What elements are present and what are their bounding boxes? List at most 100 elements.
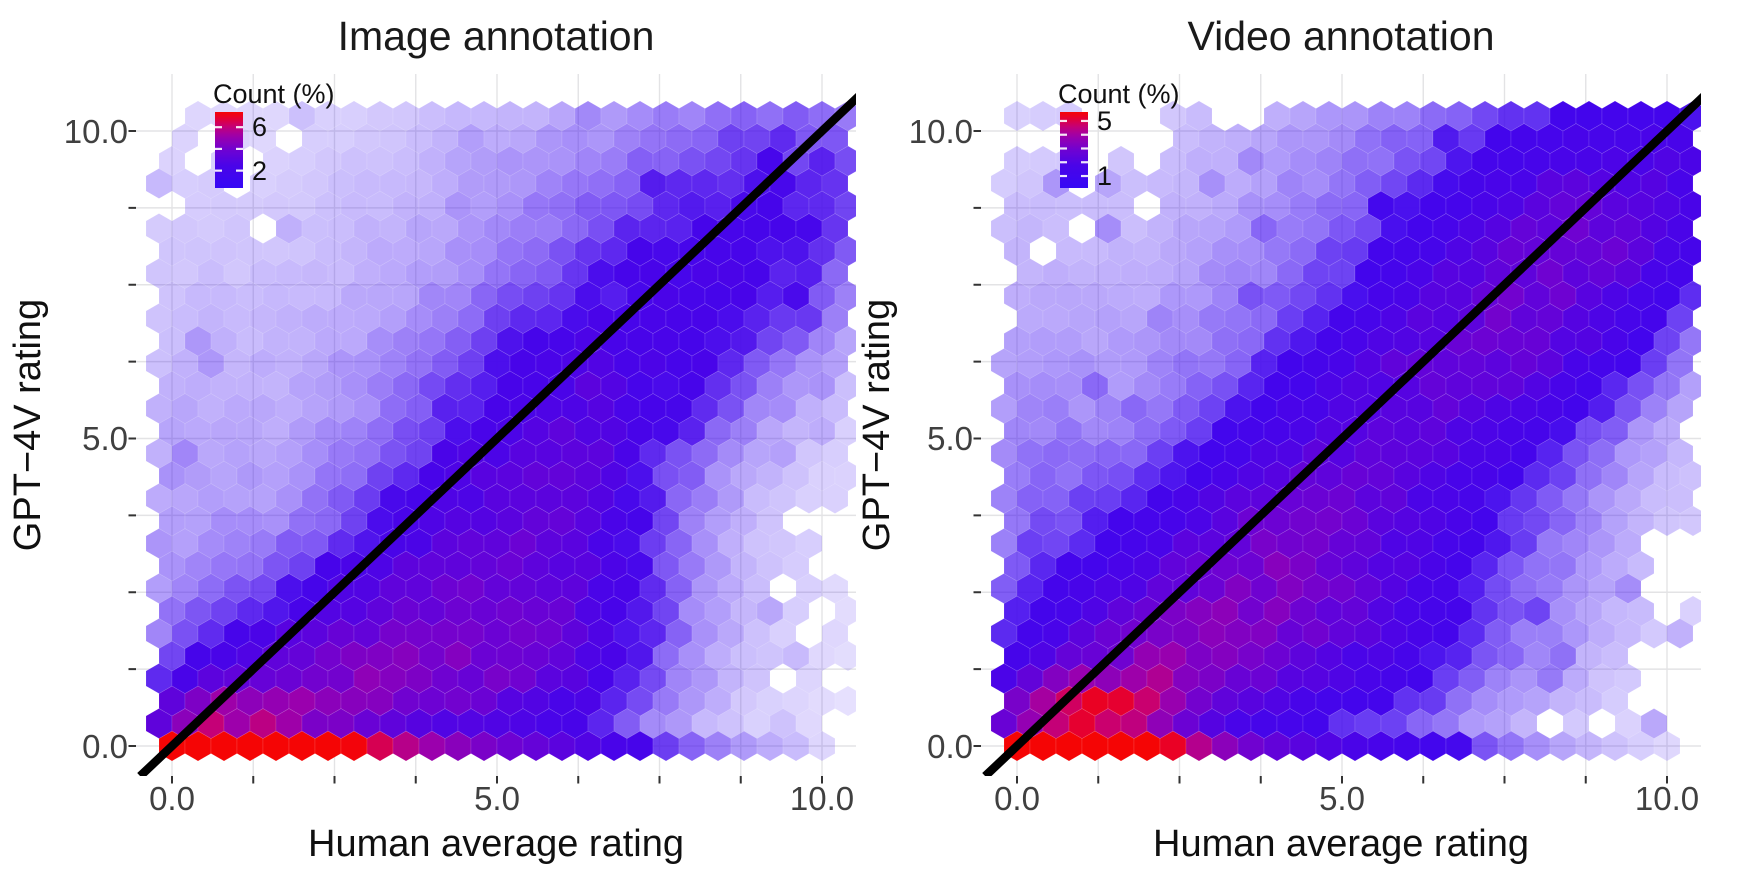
- hex-cell: [808, 460, 836, 492]
- hex-cell: [171, 528, 199, 559]
- hex-cell: [782, 685, 810, 717]
- hex-cell: [704, 730, 732, 762]
- hex-cell: [1679, 505, 1701, 537]
- legend-tick-label: 5: [1097, 106, 1112, 136]
- hex-cell: [1601, 730, 1629, 762]
- hex-cell: [392, 145, 420, 177]
- hex-cell: [249, 438, 277, 469]
- hex-cell: [327, 258, 355, 289]
- hex-cell: [1263, 100, 1291, 132]
- hex-cell: [366, 145, 394, 177]
- hex-cell: [1068, 258, 1096, 289]
- hex-cell: [717, 708, 745, 739]
- hex-cell: [314, 100, 342, 132]
- hex-cell: [1133, 325, 1161, 357]
- hex-cell: [171, 348, 199, 379]
- hex-cell: [327, 123, 355, 154]
- hex-cell: [1146, 213, 1174, 244]
- hex-cell: [821, 483, 849, 514]
- hex-cell: [1068, 348, 1096, 379]
- x-tick-label: 5.0: [474, 780, 520, 817]
- hex-cell: [1640, 438, 1668, 469]
- hex-cell: [379, 303, 407, 334]
- hex-cell: [1198, 213, 1226, 244]
- hex-cell: [717, 528, 745, 559]
- hex-cell: [1627, 505, 1655, 537]
- hex-cell: [158, 505, 186, 537]
- hex-cell: [652, 100, 680, 132]
- hex-cell: [1185, 100, 1213, 132]
- hex-cell: [1588, 528, 1616, 559]
- hex-cell: [730, 550, 758, 582]
- hex-cell: [210, 460, 238, 492]
- hex-cell: [1224, 168, 1252, 199]
- hex-cell: [379, 213, 407, 244]
- hex-cell: [145, 393, 173, 424]
- hex-cell: [158, 235, 186, 267]
- hex-cell: [275, 258, 303, 289]
- hex-cell: [1614, 528, 1642, 559]
- hex-cell: [1042, 303, 1070, 334]
- hex-cell: [834, 640, 856, 672]
- hex-cell: [1510, 708, 1538, 739]
- hex-cell: [535, 123, 563, 154]
- hex-cell: [821, 618, 849, 649]
- hex-cell: [171, 483, 199, 514]
- hex-cell: [288, 235, 316, 267]
- hex-cell: [158, 145, 186, 177]
- hex-cell: [1497, 685, 1525, 717]
- hex-cell: [1107, 145, 1135, 177]
- hex-cell: [1029, 325, 1057, 357]
- hex-cell: [353, 213, 381, 244]
- hex-cell: [756, 460, 784, 492]
- hex-cell: [1029, 145, 1057, 177]
- hex-cell: [145, 348, 173, 379]
- hex-cell: [808, 640, 836, 672]
- legend-title: Count (%): [213, 79, 335, 109]
- hex-cell: [769, 528, 797, 559]
- axis-ticks: [128, 130, 823, 784]
- hex-cell: [327, 303, 355, 334]
- hex-cell: [1042, 258, 1070, 289]
- y-tick-label: 10.0: [64, 113, 128, 150]
- hex-cell: [184, 280, 212, 312]
- hex-cell: [821, 393, 849, 424]
- hex-cell: [1601, 595, 1629, 627]
- hex-cell: [548, 100, 576, 132]
- hex-cell: [431, 258, 459, 289]
- hex-cell: [366, 100, 394, 132]
- hex-cell: [756, 685, 784, 717]
- hex-cell: [756, 640, 784, 672]
- hex-cell: [262, 325, 290, 357]
- hex-cell: [262, 235, 290, 267]
- hex-cell: [1276, 168, 1304, 199]
- identity-line-layer: [137, 92, 856, 776]
- hex-cell: [275, 438, 303, 469]
- hex-cell: [1172, 213, 1200, 244]
- hex-cell: [990, 348, 1018, 379]
- hex-cell: [314, 280, 342, 312]
- hex-cell: [223, 438, 251, 469]
- right-panel-plot-layer: [973, 74, 1701, 784]
- hex-cell: [704, 550, 732, 582]
- hex-cell: [210, 190, 238, 222]
- hex-cell: [210, 370, 238, 402]
- hex-cell: [548, 145, 576, 177]
- hex-cell: [236, 325, 264, 357]
- hex-cell: [1601, 640, 1629, 672]
- hex-cell: [418, 190, 446, 222]
- x-tick-label: 10.0: [1635, 780, 1699, 817]
- hex-cell: [366, 280, 394, 312]
- hex-cell: [1159, 100, 1187, 132]
- hex-cell: [145, 213, 173, 244]
- identity-line: [137, 92, 856, 776]
- hex-cell: [782, 640, 810, 672]
- hex-cell: [1224, 258, 1252, 289]
- hex-cell: [210, 235, 238, 267]
- hex-cell: [834, 685, 856, 717]
- hex-cell: [1146, 168, 1174, 199]
- y-tick-label: 5.0: [82, 420, 128, 457]
- hex-cell: [483, 123, 511, 154]
- hex-cell: [223, 213, 251, 244]
